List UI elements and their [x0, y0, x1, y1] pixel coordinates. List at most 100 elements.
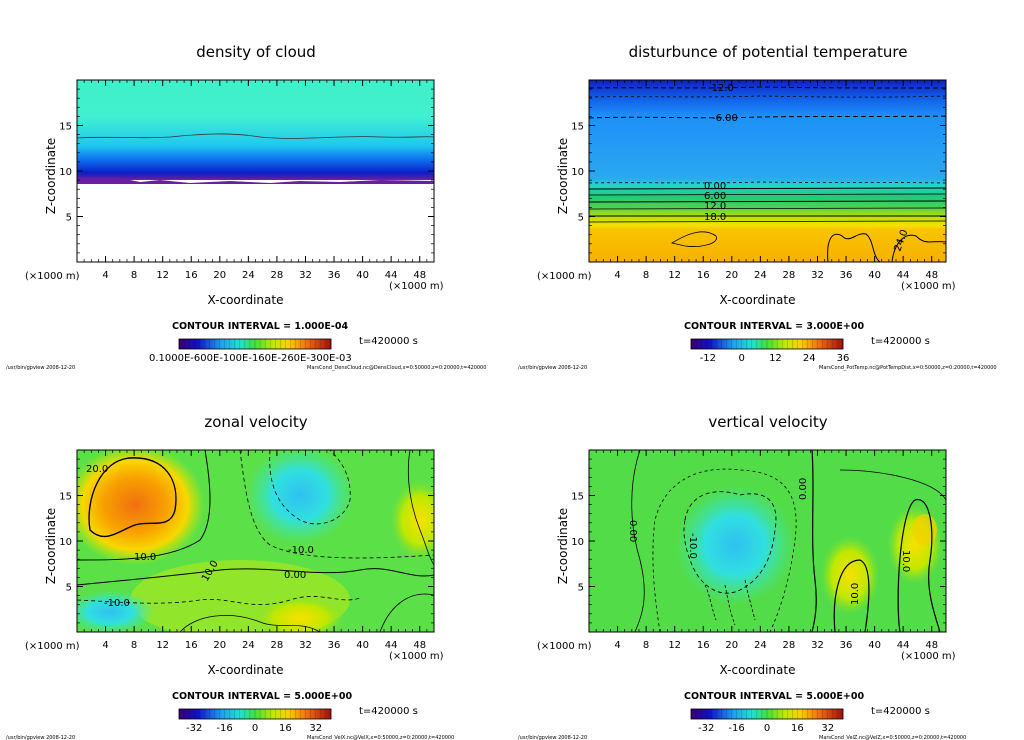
x-tick-label: 20	[725, 640, 738, 651]
contour-line	[839, 469, 946, 501]
contour-line	[589, 86, 946, 89]
contour-line	[833, 559, 870, 632]
velx-warm-max	[77, 450, 205, 565]
x-tick-label: 8	[643, 270, 649, 281]
x-tick-label: 32	[299, 640, 312, 651]
colorbar-label: 32	[309, 723, 322, 734]
x-tick-label: 44	[385, 270, 398, 281]
x-axis-title: X-coordinate	[720, 293, 796, 307]
contour-interval-label: CONTOUR INTERVAL = 5.000E+00	[684, 691, 864, 702]
x-tick-label: 44	[897, 640, 910, 651]
y-tick-label: 15	[571, 492, 584, 503]
y-tick-label: 15	[59, 122, 72, 133]
panel-density: density of cloud	[76, 43, 435, 263]
x-tick-label: 48	[413, 640, 426, 651]
velz-warm-max	[820, 535, 880, 615]
contour-line	[269, 450, 351, 525]
contour-label: -10.0	[687, 533, 698, 559]
y-tick-label: 10	[571, 167, 584, 178]
x-tick-label: 16	[185, 270, 198, 281]
contour-line	[589, 220, 946, 223]
panel-title: disturbunce of potential temperature	[629, 43, 908, 61]
contour-line	[827, 233, 881, 262]
contour-label: 18.0	[704, 212, 726, 223]
x-tick-label: 40	[868, 270, 881, 281]
y-axis-title: Z-coordinate	[556, 138, 570, 214]
x-tick-label: 4	[614, 640, 620, 651]
contour-line	[179, 615, 321, 632]
contour-label: 10.0	[134, 552, 156, 563]
contour-line	[811, 450, 817, 632]
colorbar-label: 0.1000E-600E-100E-160E-260E-300E-03	[149, 353, 352, 364]
x-tick-label: 4	[102, 640, 108, 651]
y-axis-title: Z-coordinate	[556, 508, 570, 584]
velx-patch	[390, 480, 434, 560]
x-tick-label: 48	[925, 270, 938, 281]
contour-line	[239, 450, 434, 559]
x-tick-label: 4	[614, 270, 620, 281]
contour-label: -12.0	[708, 83, 734, 94]
y-tick-label: 15	[571, 122, 584, 133]
x-tick-label: 12	[156, 640, 169, 651]
x-tick-label: 32	[811, 640, 824, 651]
contour-label: -6.00	[712, 113, 738, 124]
x-tick-label: 4	[102, 270, 108, 281]
panel-title: zonal velocity	[204, 413, 307, 431]
contour-label: 0.00	[627, 520, 638, 542]
x-tick-label: 8	[131, 270, 137, 281]
panel-velx: zonal velocity 20.0 10.0 -10.0 10.0 0.00…	[76, 413, 435, 633]
x-tick-label: 28	[783, 640, 796, 651]
contour-line	[589, 115, 946, 119]
y-axis-title: Z-coordinate	[44, 508, 58, 584]
footer-right: MarsCond_PotTemp.nc@PotTempDist,x=0:5000…	[819, 365, 997, 371]
pottemp-field	[589, 80, 946, 262]
contour-line	[589, 207, 946, 210]
x-tick-label: 44	[385, 640, 398, 651]
contour-line	[670, 231, 717, 247]
velz-warm-max	[887, 505, 943, 585]
footer-right: MarsCond_DensCloud.nc@DensCloud,x=0:5000…	[307, 365, 486, 371]
x-tick-label: 24	[242, 270, 255, 281]
contour-interval-label: CONTOUR INTERVAL = 5.000E+00	[172, 691, 352, 702]
x-tick-label: 36	[328, 640, 341, 651]
x-axis-title: X-coordinate	[208, 663, 284, 677]
colorbar-label: 0	[252, 723, 258, 734]
x-unit-label-right: (×1000 m)	[901, 651, 956, 662]
contour-line	[379, 593, 434, 632]
colorbar-label: -32	[186, 723, 202, 734]
x-tick-label: 36	[840, 640, 853, 651]
x-tick-label: 16	[185, 640, 198, 651]
contour-label: 12.0	[704, 201, 726, 212]
contour-line	[407, 450, 434, 566]
x-tick-label: 24	[242, 640, 255, 651]
y-axis-title: Z-coordinate	[44, 138, 58, 214]
colorbar-label: 16	[279, 723, 292, 734]
colorbar-label: 24	[803, 353, 816, 364]
contour-line	[88, 457, 177, 538]
contour-interval-label: CONTOUR INTERVAL = 1.000E-04	[172, 321, 348, 332]
panel-title: density of cloud	[196, 43, 316, 61]
velx-patch	[255, 596, 345, 632]
footer-right: MarsCond_VelZ.nc@VelZ,x=0:50000,z=0:2000…	[819, 735, 966, 740]
contour-line	[77, 596, 361, 605]
x-tick-label: 8	[643, 640, 649, 651]
colorbar-label: 12	[769, 353, 782, 364]
x-unit-label-right: (×1000 m)	[389, 651, 444, 662]
x-tick-label: 12	[668, 640, 681, 651]
x-tick-label: 36	[840, 270, 853, 281]
velx-cool-min	[77, 590, 155, 632]
x-tick-label: 40	[356, 270, 369, 281]
contour-label: 20.0	[86, 464, 108, 475]
contour-line	[589, 193, 946, 196]
contour-label: 0.00	[704, 181, 726, 192]
density-field	[77, 80, 434, 262]
x-unit-label: (×1000 m)	[25, 641, 80, 652]
footer-right: MarsCond_VelX.nc@VelX,x=0:50000,z=0:2000…	[307, 735, 454, 740]
y-tick-label: 10	[59, 167, 72, 178]
colorbar-label: 36	[837, 353, 850, 364]
x-unit-label: (×1000 m)	[537, 641, 592, 652]
time-label: t=420000 s	[359, 336, 418, 347]
y-tick-label: 5	[578, 213, 584, 224]
panel-title: vertical velocity	[708, 413, 827, 431]
